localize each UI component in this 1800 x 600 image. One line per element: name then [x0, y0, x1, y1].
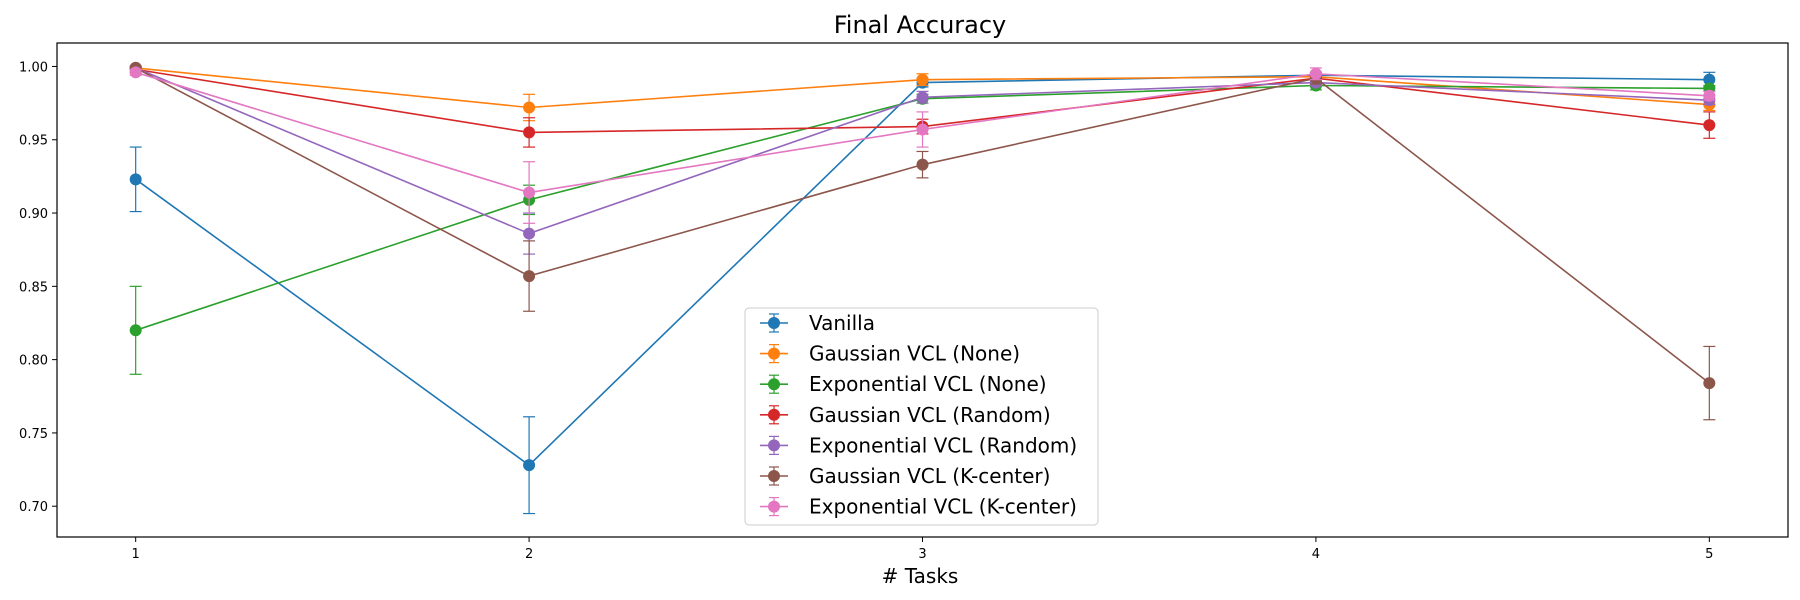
- legend-marker: [768, 347, 780, 360]
- legend-item: Gaussian VCL (Random): [760, 403, 1051, 427]
- y-tick-label: 0.70: [19, 500, 48, 515]
- data-point: [916, 158, 929, 171]
- legend-item: Exponential VCL (Random): [760, 433, 1077, 457]
- x-tick-label: 4: [1312, 547, 1320, 562]
- data-point: [1703, 119, 1716, 132]
- y-tick-label: 0.95: [19, 134, 48, 149]
- data-point: [1309, 67, 1322, 80]
- legend-marker: [768, 500, 780, 513]
- legend-item: Exponential VCL (K-center): [760, 495, 1077, 519]
- data-point: [916, 123, 929, 136]
- legend-frame: [744, 307, 1099, 526]
- legend-label: Vanilla: [809, 311, 875, 335]
- legend-label: Exponential VCL (Random): [809, 433, 1077, 457]
- legend-marker: [768, 317, 780, 329]
- legend-marker: [768, 408, 780, 421]
- legend-label: Exponential VCL (K-center): [809, 495, 1077, 519]
- y-tick-label: 0.85: [19, 280, 48, 295]
- legend-label: Gaussian VCL (None): [809, 342, 1020, 366]
- y-axis: 0.70 0.75 0.80 0.85 0.90 0.95 1.00: [19, 60, 57, 515]
- data-point: [523, 186, 536, 199]
- data-point: [1703, 377, 1716, 390]
- series-layer: [129, 61, 1716, 515]
- x-axis: 1 2 3 4 5: [132, 537, 1713, 562]
- data-point: [1703, 89, 1716, 102]
- data-point: [129, 173, 142, 186]
- legend-label: Gaussian VCL (K-center): [809, 464, 1050, 488]
- legend-item: Exponential VCL (None): [760, 372, 1047, 396]
- legend-label: Exponential VCL (None): [809, 372, 1047, 396]
- y-tick-label: 0.90: [19, 207, 48, 222]
- legend: Vanilla Gaussian VCL (None) Exponential VC…: [744, 307, 1099, 526]
- x-tick-label: 3: [918, 547, 926, 562]
- legend-label: Gaussian VCL (Random): [809, 403, 1051, 427]
- data-point: [916, 73, 929, 86]
- legend-item: Vanilla: [760, 311, 875, 335]
- data-point: [1703, 73, 1716, 86]
- data-point: [129, 324, 142, 337]
- x-tick-label: 2: [525, 547, 533, 562]
- data-point: [523, 126, 536, 139]
- x-tick-label: 5: [1705, 547, 1713, 562]
- legend-item: Gaussian VCL (K-center): [760, 464, 1050, 488]
- data-point: [523, 227, 536, 240]
- y-tick-label: 0.80: [19, 354, 48, 369]
- data-point: [916, 91, 929, 104]
- y-tick-label: 1.00: [19, 60, 48, 75]
- legend-marker: [768, 470, 780, 482]
- x-axis-label: # Tasks: [882, 564, 959, 588]
- y-tick-label: 0.75: [19, 427, 48, 442]
- data-point: [523, 270, 536, 283]
- data-point: [129, 66, 142, 79]
- chart-title: Final Accuracy: [834, 11, 1007, 39]
- data-point: [523, 101, 536, 114]
- series-6: [129, 66, 1716, 224]
- legend-marker: [768, 439, 780, 452]
- data-point: [523, 459, 536, 472]
- legend-item: Gaussian VCL (None): [760, 342, 1020, 366]
- x-tick-label: 1: [132, 547, 140, 562]
- legend-marker: [768, 378, 780, 391]
